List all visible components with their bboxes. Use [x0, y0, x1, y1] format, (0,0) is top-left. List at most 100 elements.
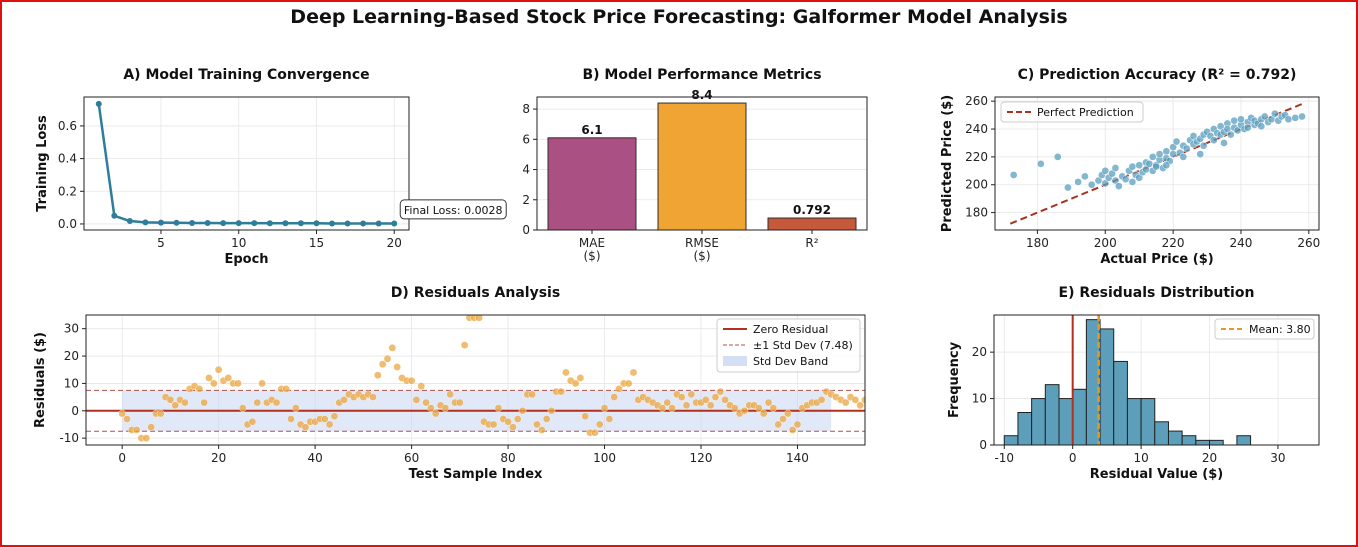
- x-tick-label: 10: [1133, 451, 1148, 465]
- residual-point: [340, 396, 348, 404]
- residual-point: [841, 398, 850, 407]
- residual-point: [456, 398, 464, 407]
- y-tick-label: 8: [522, 102, 530, 116]
- prediction-point: [1053, 153, 1062, 161]
- x-tick-label: 80: [500, 451, 515, 465]
- y-tick-label: 10: [64, 376, 79, 390]
- y-tick-label: 20: [972, 345, 987, 359]
- residual-point: [422, 398, 430, 407]
- y-axis-label: Training Loss: [35, 115, 50, 212]
- residual-point: [591, 428, 599, 437]
- residual-point: [528, 390, 536, 399]
- residual-point: [383, 354, 392, 363]
- residual-point: [181, 398, 189, 407]
- prediction-point: [1179, 153, 1188, 161]
- figure-title: Deep Learning-Based Stock Price Forecast…: [290, 6, 1068, 28]
- y-tick-label: 240: [965, 122, 988, 136]
- residual-point: [784, 409, 792, 418]
- x-tick-label: 200: [1094, 236, 1117, 250]
- prediction-point: [1152, 162, 1161, 171]
- y-tick-label: -10: [59, 431, 79, 445]
- residual-point: [856, 401, 864, 410]
- residual-point: [238, 404, 247, 412]
- residual-point: [682, 401, 691, 410]
- category-label: R²: [805, 236, 818, 250]
- metric-bar: [547, 137, 637, 231]
- prediction-point: [1087, 180, 1096, 189]
- residual-point: [446, 390, 454, 399]
- y-tick-label: 0.0: [58, 217, 77, 231]
- y-tick-label: 0.4: [58, 152, 77, 166]
- prediction-point: [1111, 176, 1120, 185]
- loss-point: [220, 220, 227, 227]
- histogram-bar: [1181, 435, 1197, 446]
- prediction-point: [1128, 178, 1137, 186]
- prediction-point: [1209, 136, 1218, 145]
- loss-point: [157, 219, 164, 226]
- plot-border: [85, 314, 866, 446]
- residual-point: [200, 398, 208, 407]
- residual-point: [755, 404, 763, 412]
- category-label: MAE: [579, 236, 605, 250]
- residual-point: [817, 396, 826, 404]
- residual-point: [721, 396, 729, 404]
- y-axis-label: Residuals ($): [33, 332, 48, 428]
- residual-point: [248, 417, 257, 426]
- y-axis-label: Frequency: [947, 341, 962, 418]
- histogram-bar: [1154, 421, 1169, 446]
- legend-label: ±1 Std Dev (7.48): [753, 339, 853, 352]
- histogram-bar: [1209, 439, 1224, 446]
- loss-point: [266, 220, 273, 227]
- residual-point: [118, 409, 126, 418]
- legend-box: [1000, 101, 1144, 123]
- histogram-bar: [1167, 430, 1183, 446]
- prediction-point: [1148, 153, 1157, 161]
- histogram-bar: [1031, 398, 1046, 446]
- residual-point: [624, 379, 633, 388]
- prediction-point: [1169, 143, 1177, 151]
- panel-title: A) Model Training Convergence: [123, 67, 369, 83]
- x-tick-label: 30: [1270, 451, 1285, 465]
- prediction-point: [1216, 122, 1225, 131]
- residual-point: [258, 379, 266, 388]
- x-tick-label: 10: [231, 236, 246, 250]
- x-tick-label: 240: [1230, 236, 1253, 250]
- prediction-point: [1135, 173, 1144, 182]
- prediction-point: [1145, 159, 1154, 168]
- plot-border: [536, 96, 868, 231]
- y-tick-label: 6: [522, 132, 530, 146]
- x-tick-label: 260: [1297, 236, 1320, 250]
- category-label: ($): [694, 249, 711, 263]
- residual-point: [793, 420, 802, 429]
- y-tick-label: 10: [972, 392, 987, 406]
- residual-point: [595, 420, 604, 429]
- prediction-point: [1271, 109, 1279, 118]
- residual-point: [774, 420, 782, 429]
- residual-point: [557, 387, 565, 396]
- residual-point: [292, 404, 300, 412]
- prediction-point: [1036, 159, 1045, 168]
- x-tick-label: 5: [157, 236, 165, 250]
- plot-border: [83, 96, 410, 231]
- metric-bar: [767, 217, 857, 231]
- y-tick-label: 180: [965, 206, 988, 220]
- residual-point: [861, 396, 865, 404]
- residual-point: [132, 426, 141, 434]
- histogram-bar: [1058, 398, 1074, 446]
- x-tick-label: 20: [1202, 451, 1217, 465]
- residual-point: [494, 404, 503, 412]
- legend-label: Perfect Prediction: [1037, 106, 1134, 119]
- x-tick-label: 15: [309, 236, 324, 250]
- residual-point: [301, 423, 310, 432]
- residual-point: [272, 398, 281, 407]
- residual-point: [195, 385, 204, 393]
- histogram-bar: [1140, 398, 1156, 446]
- residual-point: [253, 398, 262, 407]
- x-tick-label: 140: [786, 451, 809, 465]
- residual-point: [576, 374, 585, 382]
- prediction-point: [1199, 141, 1208, 150]
- loss-point: [173, 219, 180, 226]
- prediction-point: [1220, 139, 1228, 147]
